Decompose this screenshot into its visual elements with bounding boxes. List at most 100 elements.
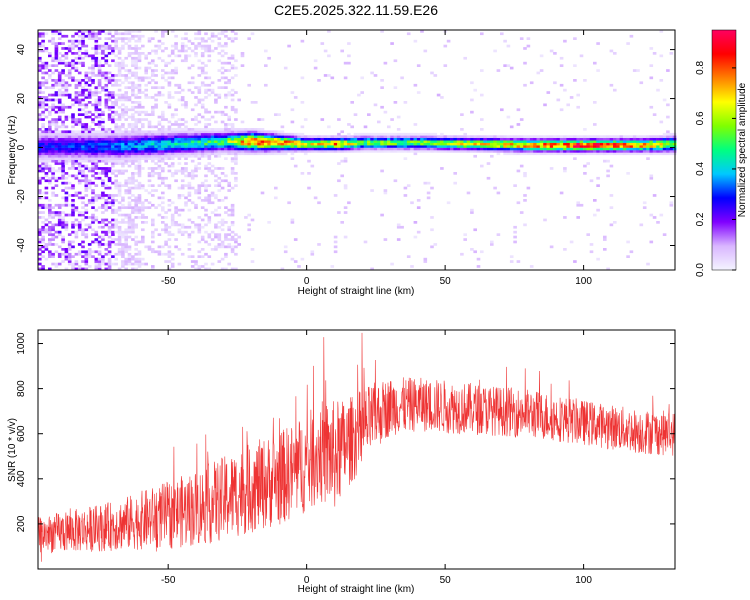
heatmap-cell xyxy=(599,150,604,153)
heatmap-cell xyxy=(493,135,497,138)
heatmap-cell xyxy=(210,169,215,173)
heatmap-cell xyxy=(446,142,451,146)
heatmap-cell xyxy=(64,83,69,87)
heatmap-cell xyxy=(61,162,65,165)
heatmap-cell xyxy=(157,233,162,236)
heatmap-cell xyxy=(496,152,501,156)
heatmap-cell xyxy=(656,145,660,148)
heatmap-cell xyxy=(596,137,600,141)
heatmap-cell xyxy=(161,142,165,146)
heatmap-cell xyxy=(200,105,205,109)
heatmap-cell xyxy=(194,118,198,121)
heatmap-cell xyxy=(107,245,112,249)
heatmap-cell xyxy=(147,130,152,134)
heatmap-cell xyxy=(224,267,228,271)
heatmap-cell xyxy=(107,64,112,67)
heatmap-cell xyxy=(626,240,630,244)
heatmap-cell xyxy=(87,91,92,94)
heatmap-cell xyxy=(277,142,281,146)
heatmap-cell xyxy=(496,233,501,236)
heatmap-cell xyxy=(77,56,82,60)
heatmap-cell xyxy=(180,154,185,158)
heatmap-cell xyxy=(669,145,674,148)
heatmap-cell xyxy=(117,186,122,190)
heatmap-cell xyxy=(642,152,647,156)
heatmap-cell xyxy=(230,130,235,134)
heatmap-cell xyxy=(104,93,109,97)
heatmap-cell xyxy=(51,142,55,146)
heatmap-cell xyxy=(224,235,228,239)
heatmap-cell xyxy=(200,150,205,153)
heatmap-cell xyxy=(144,88,148,92)
heatmap-cell xyxy=(81,206,85,209)
heatmap-cell xyxy=(57,125,62,129)
heatmap-cell xyxy=(170,265,175,268)
heatmap-cell xyxy=(101,142,105,146)
heatmap-cell xyxy=(87,154,92,158)
heatmap-cell xyxy=(343,206,348,209)
heatmap-cell xyxy=(390,142,394,146)
spectrogram-frame xyxy=(37,29,676,271)
heatmap-cell xyxy=(177,91,182,94)
heatmap-cell xyxy=(127,86,132,89)
heatmap-cell xyxy=(111,103,115,107)
heatmap-cell xyxy=(51,64,55,67)
heatmap-cell xyxy=(619,150,624,153)
heatmap-cell xyxy=(214,184,218,187)
heatmap-cell xyxy=(446,39,451,43)
heatmap-cell xyxy=(250,218,255,222)
heatmap-cell xyxy=(180,194,185,197)
heatmap-cell xyxy=(197,142,202,146)
heatmap-cell xyxy=(131,225,135,229)
heatmap-cell xyxy=(71,265,75,268)
heatmap-cell xyxy=(197,86,202,89)
heatmap-cell xyxy=(380,137,384,141)
heatmap-cell xyxy=(526,147,531,151)
heatmap-cell xyxy=(87,248,92,251)
heatmap-cell xyxy=(214,120,218,124)
heatmap-cell xyxy=(190,42,195,45)
heatmap-cell xyxy=(54,169,59,173)
heatmap-cell xyxy=(167,250,172,254)
heatmap-cell xyxy=(214,245,218,249)
heatmap-cell xyxy=(54,157,59,160)
heatmap-cell xyxy=(81,91,85,94)
heatmap-cell xyxy=(157,128,162,131)
heatmap-cell xyxy=(234,233,238,236)
heatmap-cell xyxy=(81,255,85,258)
heatmap-cell xyxy=(343,142,348,146)
heatmap-cell xyxy=(576,203,580,207)
heatmap-cell xyxy=(526,145,531,148)
heatmap-cell xyxy=(589,243,594,246)
heatmap-cell xyxy=(170,69,175,72)
heatmap-cell xyxy=(134,39,138,43)
heatmap-cell xyxy=(536,135,541,138)
heatmap-cell xyxy=(194,164,198,168)
heatmap-cell xyxy=(41,196,45,200)
heatmap-cell xyxy=(137,199,142,202)
heatmap-cell xyxy=(423,142,428,146)
heatmap-cell xyxy=(154,30,158,33)
heatmap-cell xyxy=(250,130,255,134)
heatmap-cell xyxy=(589,137,594,141)
heatmap-cell xyxy=(71,147,75,151)
heatmap-cell xyxy=(137,196,142,200)
heatmap-cell xyxy=(107,93,112,97)
heatmap-cell xyxy=(387,132,391,136)
heatmap-cell xyxy=(94,150,99,153)
heatmap-cell xyxy=(170,221,175,224)
heatmap-cell xyxy=(77,42,82,45)
heatmap-cell xyxy=(496,191,501,195)
heatmap-cell xyxy=(194,140,198,143)
heatmap-cell xyxy=(74,61,79,65)
heatmap-cell xyxy=(184,142,188,146)
heatmap-cell xyxy=(84,260,89,263)
heatmap-cell xyxy=(204,96,208,99)
heatmap-cell xyxy=(204,240,208,244)
heatmap-cell xyxy=(257,145,261,148)
heatmap-cell xyxy=(131,194,135,197)
heatmap-cell xyxy=(200,154,205,158)
heatmap-cell xyxy=(187,172,192,175)
heatmap-cell xyxy=(161,113,165,116)
